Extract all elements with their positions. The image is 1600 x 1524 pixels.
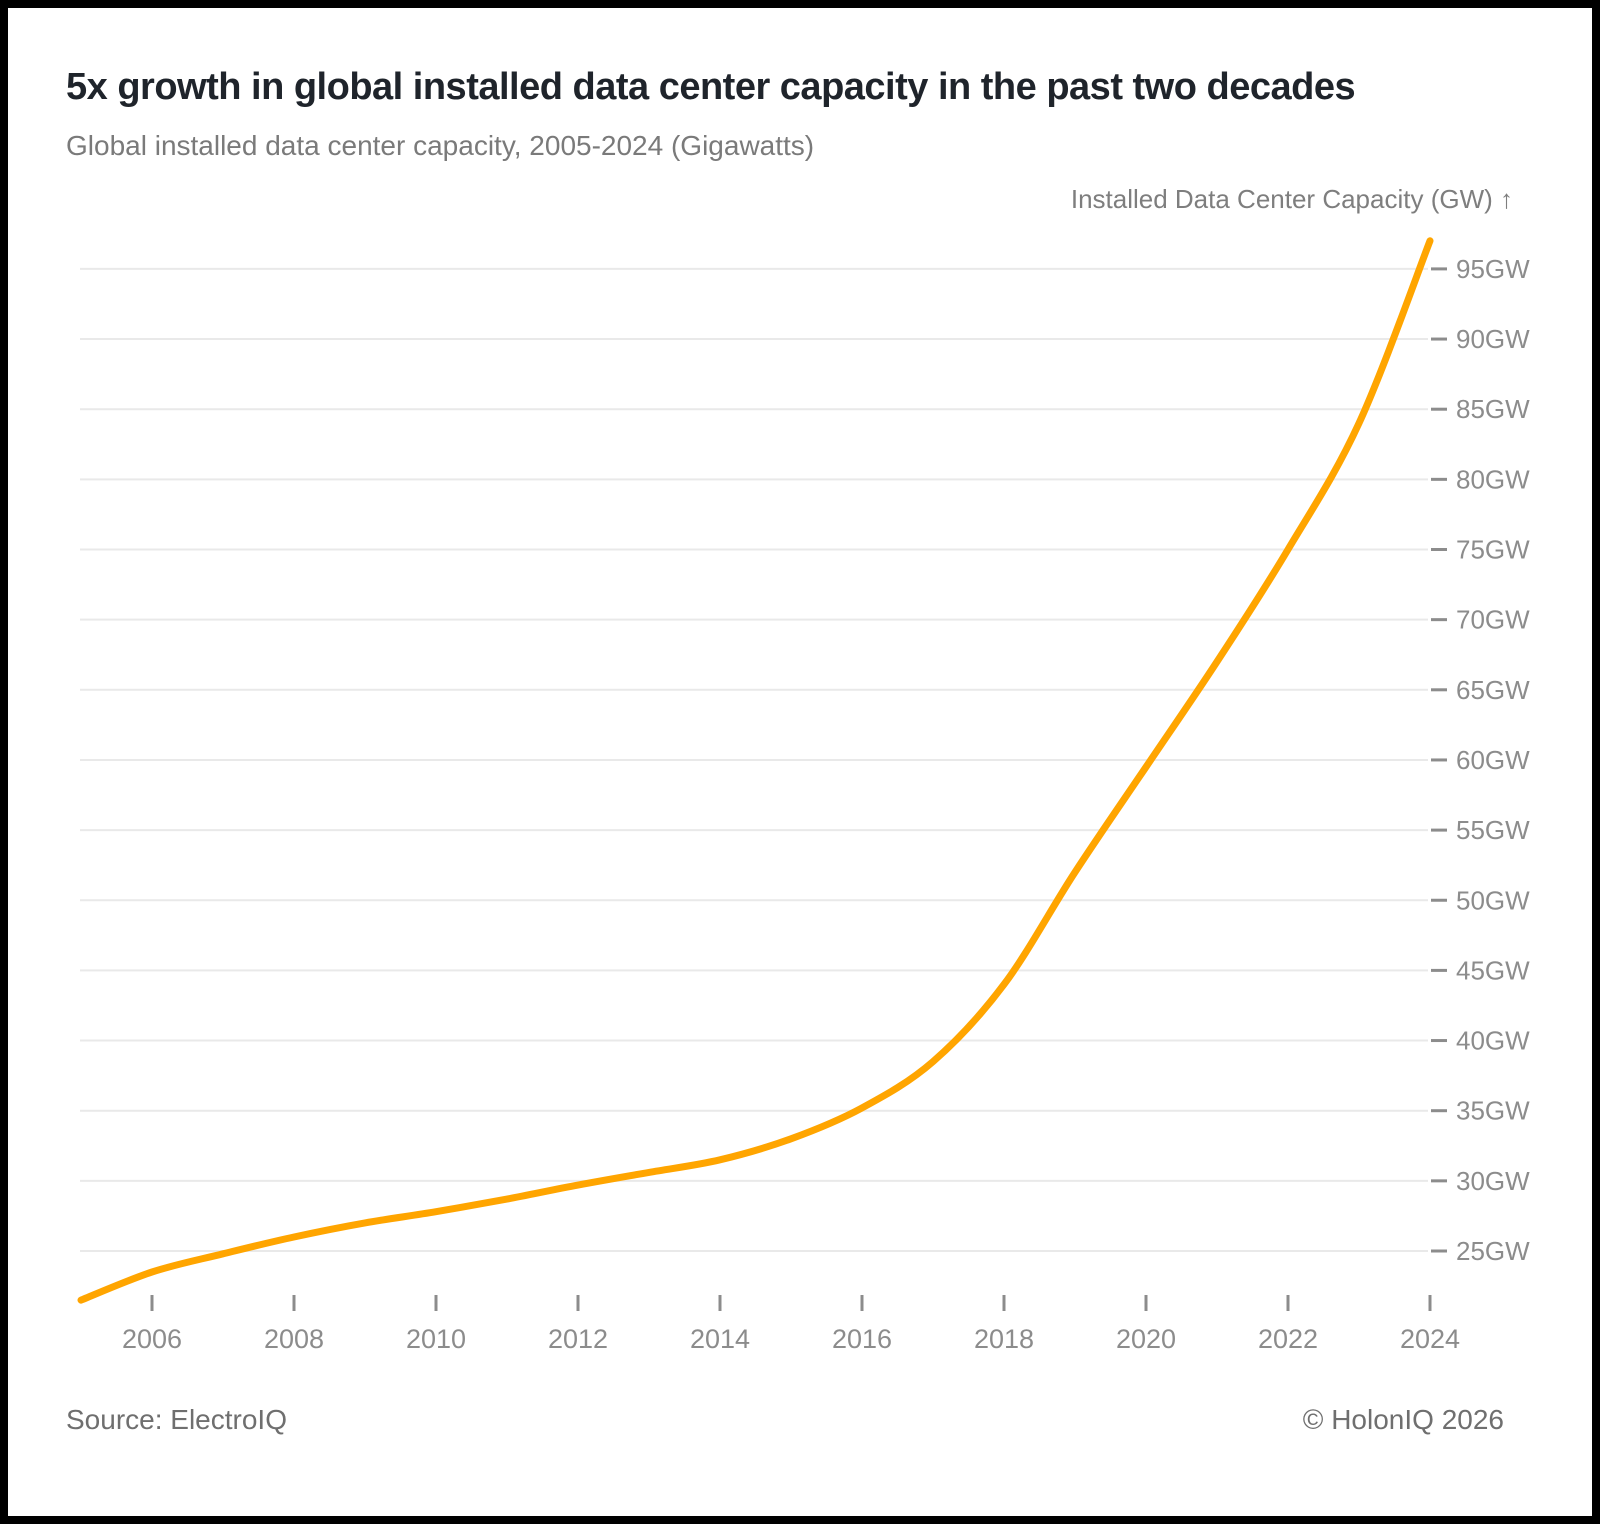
x-tick-label: 2010: [406, 1324, 466, 1354]
x-tick-label: 2024: [1400, 1324, 1460, 1354]
y-tick-label: 50GW: [1456, 885, 1530, 915]
gridlines: [80, 267, 1428, 1252]
x-tick-label: 2014: [690, 1324, 750, 1354]
page-title: 5x growth in global installed data cente…: [66, 66, 1356, 108]
x-tick-label: 2016: [832, 1324, 892, 1354]
y-tick-label: 30GW: [1456, 1166, 1530, 1196]
x-axis-tick-labels: 2006 2008 2010 2012 2014 2016 2018 2020 2022 2024: [122, 1295, 1460, 1354]
y-tick-label: 95GW: [1456, 254, 1530, 284]
source-label: Source: ElectroIQ: [66, 1404, 287, 1435]
y-tick-label: 75GW: [1456, 535, 1530, 565]
y-tick-label: 40GW: [1456, 1026, 1530, 1056]
y-axis-tick-labels: 25GW 30GW 35GW 40GW 45GW 50GW 55GW 60GW 65GW 70GW…: [1431, 254, 1530, 1266]
capacity-chart: 25GW 30GW 35GW 40GW 45GW 50GW 55GW 60GW 65GW 70GW…: [77, 184, 1530, 1354]
x-tick-label: 2012: [548, 1324, 608, 1354]
capacity-line-series: [77, 237, 1434, 1304]
y-tick-label: 65GW: [1456, 675, 1530, 705]
copyright-label: © HolonIQ 2026: [1302, 1404, 1504, 1435]
y-tick-label: 45GW: [1456, 955, 1530, 985]
y-tick-label: 90GW: [1456, 324, 1530, 354]
y-tick-label: 80GW: [1456, 464, 1530, 494]
x-tick-label: 2018: [974, 1324, 1034, 1354]
y-tick-label: 55GW: [1456, 815, 1530, 845]
y-tick-label: 85GW: [1456, 394, 1530, 424]
x-tick-label: 2006: [122, 1324, 182, 1354]
x-tick-label: 2008: [264, 1324, 324, 1354]
x-tick-label: 2022: [1258, 1324, 1318, 1354]
x-tick-label: 2020: [1116, 1324, 1176, 1354]
y-axis-title: Installed Data Center Capacity (GW) ↑: [1071, 184, 1513, 214]
y-tick-label: 25GW: [1456, 1236, 1530, 1266]
page-subtitle: Global installed data center capacity, 2…: [66, 130, 815, 161]
y-tick-label: 70GW: [1456, 605, 1530, 635]
y-tick-label: 60GW: [1456, 745, 1530, 775]
y-tick-label: 35GW: [1456, 1096, 1530, 1126]
